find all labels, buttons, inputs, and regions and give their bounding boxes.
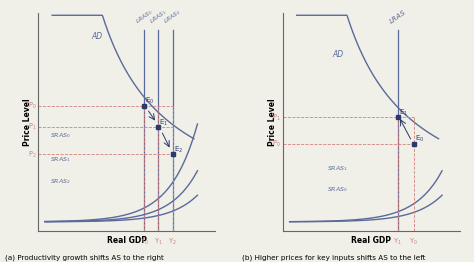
Text: P$_0$: P$_0$: [27, 100, 36, 111]
Text: Y$_1$: Y$_1$: [393, 237, 402, 247]
Text: E$_1$: E$_1$: [159, 118, 168, 128]
Text: AD: AD: [91, 32, 102, 41]
Text: SRAS$_2$: SRAS$_2$: [50, 177, 71, 185]
Text: SRAS$_1$: SRAS$_1$: [50, 155, 71, 164]
Text: P$_1$: P$_1$: [27, 122, 36, 132]
Text: Y$_2$: Y$_2$: [168, 237, 177, 247]
Text: E$_0$: E$_0$: [145, 96, 155, 106]
X-axis label: Real GDP: Real GDP: [351, 236, 391, 245]
Text: SRAS$_1$: SRAS$_1$: [327, 164, 348, 173]
Text: P$_1$: P$_1$: [272, 112, 281, 123]
Text: LRAS$_2$: LRAS$_2$: [162, 8, 183, 26]
Text: Y$_1$: Y$_1$: [154, 237, 163, 247]
Text: (a) Productivity growth shifts AS to the right: (a) Productivity growth shifts AS to the…: [5, 254, 164, 261]
Text: E$_2$: E$_2$: [173, 145, 182, 155]
Text: LRAS$_0$: LRAS$_0$: [134, 8, 155, 26]
Y-axis label: Price Level: Price Level: [268, 98, 277, 146]
X-axis label: Real GDP: Real GDP: [107, 236, 146, 245]
Text: Y$_0$: Y$_0$: [140, 237, 149, 247]
Text: P$_2$: P$_2$: [27, 149, 36, 160]
Y-axis label: Price Level: Price Level: [23, 98, 32, 146]
Text: AD: AD: [332, 50, 343, 59]
Text: SRAS$_0$: SRAS$_0$: [327, 185, 348, 194]
Text: LRAS$_1$: LRAS$_1$: [148, 8, 169, 26]
Text: $LRAS$: $LRAS$: [387, 7, 409, 26]
Text: P$_0$: P$_0$: [272, 139, 281, 149]
Text: (b) Higher prices for key inputs shifts AS to the left: (b) Higher prices for key inputs shifts …: [242, 254, 425, 261]
Text: E$_1$: E$_1$: [399, 108, 408, 118]
Text: Y$_0$: Y$_0$: [410, 237, 418, 247]
Text: SRAS$_0$: SRAS$_0$: [50, 131, 72, 140]
Text: E$_0$: E$_0$: [415, 134, 424, 144]
